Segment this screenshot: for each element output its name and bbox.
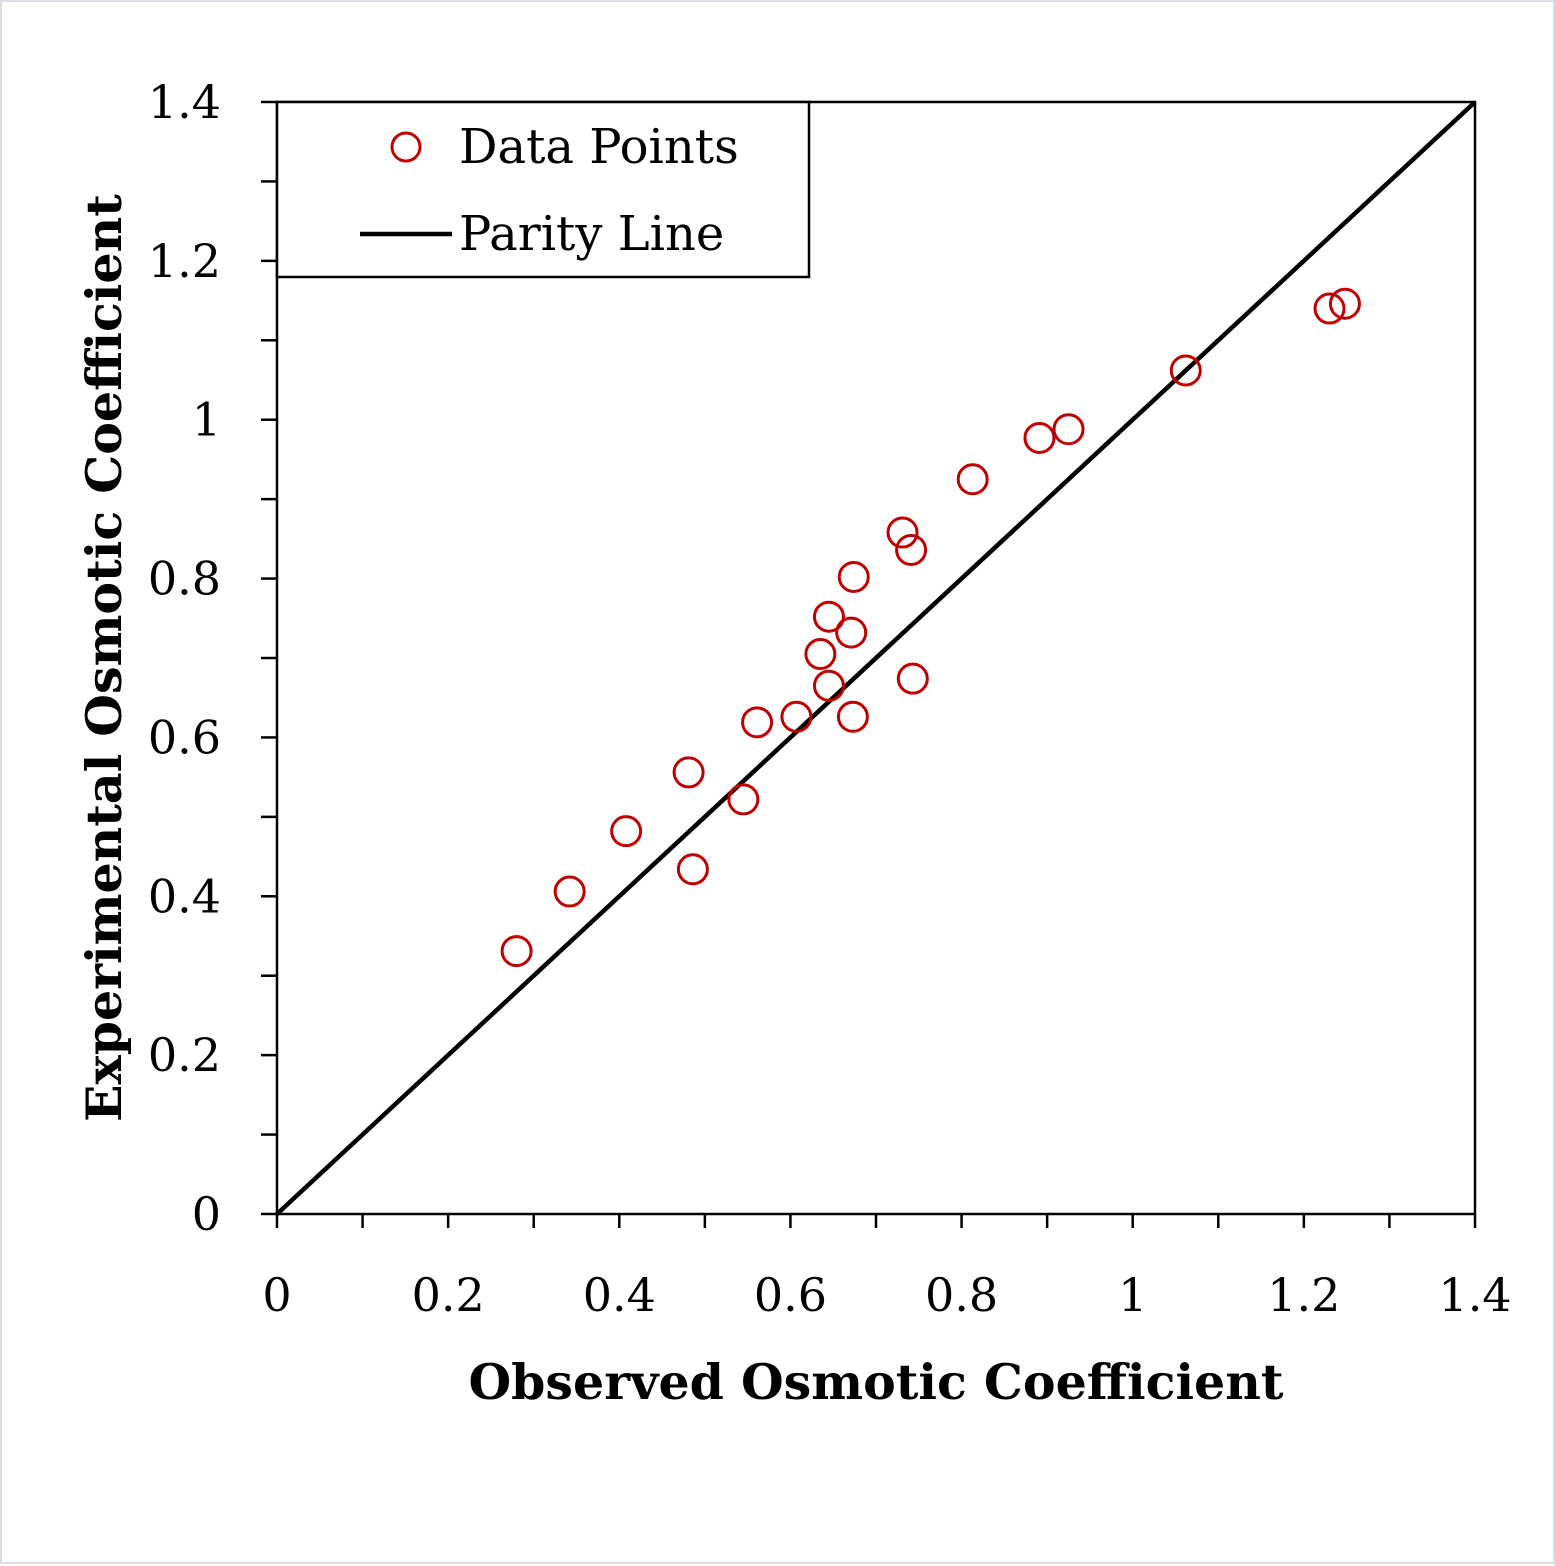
y-axis-title: Experimental Osmotic Coefficient [75,194,133,1122]
x-tick-label: 0 [262,1268,291,1322]
data-point [886,516,919,549]
x-tick-label: 0.4 [583,1268,656,1322]
data-point [1023,421,1056,454]
y-tick-label: 1.2 [148,234,221,288]
y-axis: 0 0.2 0.4 0.6 0.8 1 1.2 1.4 [148,75,277,1241]
x-tick-label: 1.4 [1438,1268,1511,1322]
legend-box [275,100,811,279]
x-tick-label: 1.2 [1267,1268,1340,1322]
data-point [741,706,774,739]
data-point [1169,354,1202,387]
legend-label-data-points: Data Points [459,119,739,175]
y-tick-label: 0 [192,1187,221,1241]
data-point [804,638,837,671]
data-point [836,700,869,733]
x-tick-label: 0.8 [925,1268,998,1322]
data-point [727,783,760,816]
x-tick-label: 1 [1118,1268,1147,1322]
data-point [610,815,643,848]
data-point [553,875,586,908]
legend: Data Points Parity Line [275,100,811,279]
x-axis-title: Observed Osmotic Coefficient [468,1353,1283,1411]
data-point [812,669,845,702]
legend-label-parity-line: Parity Line [459,206,724,262]
x-tick-label: 0.6 [754,1268,827,1322]
data-point [956,463,989,496]
data-point [676,853,709,886]
data-point [780,700,813,733]
data-point [1313,292,1346,325]
data-point [1328,287,1361,320]
data-point [837,560,870,593]
series-layer [275,100,1477,1216]
x-axis: 0 0.2 0.4 0.6 0.8 1 1.2 1.4 [262,1214,1512,1322]
y-tick-label: 1.4 [148,75,221,129]
x-tick-label: 0.2 [412,1268,485,1322]
data-point [812,600,845,633]
y-tick-label: 0.4 [148,869,221,923]
y-tick-label: 1 [192,393,221,447]
y-tick-label: 0.6 [148,710,221,764]
parity-line [275,100,1477,1216]
data-point [835,616,868,649]
data-point [500,935,533,968]
y-tick-label: 0.8 [148,552,221,606]
data-point [895,533,928,566]
y-tick-label: 0.2 [148,1028,221,1082]
data-point [1052,413,1085,446]
legend-marker-data-points [390,131,422,163]
data-point [672,756,705,789]
data-point [896,662,929,695]
